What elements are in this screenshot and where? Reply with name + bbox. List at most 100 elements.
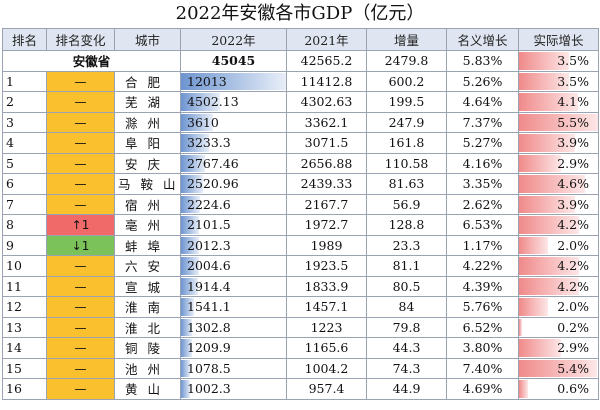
nominal-growth-cell: 4.69% [446, 378, 519, 400]
increase-cell: 128.8 [366, 214, 447, 236]
nominal-growth-cell: 7.37% [446, 111, 519, 133]
gdp-2022-value: 1541.1 [187, 299, 231, 315]
city-cell: 芜湖 [114, 91, 181, 113]
real-growth-cell: 2.0% [518, 234, 599, 256]
rank-change-value: — [74, 279, 87, 294]
gdp-2022-bar [181, 359, 191, 377]
real-growth-value: 4.2% [557, 258, 589, 274]
rank-change-value: — [74, 95, 87, 110]
header-rank: 排名 [2, 28, 47, 51]
real-growth-value: 4.1% [557, 94, 589, 110]
gdp-2022-value: 1914.4 [187, 278, 231, 294]
real-growth-bar [519, 113, 598, 131]
table-row: 4 — 阜阳 3233.3 3071.5 161.8 5.27% 3.9% [2, 132, 599, 154]
city-cell: 宿州 [114, 193, 181, 215]
rank-change-cell: — [46, 378, 115, 400]
table-row: 3 — 滁州 3610 3362.1 247.9 7.37% 5.5% [2, 111, 599, 133]
table-row: 11 — 宣城 1914.4 1833.9 80.5 4.39% 4.2% [2, 275, 599, 297]
increase-cell: 81.1 [366, 255, 447, 277]
gdp-2022-value: 1302.8 [187, 319, 231, 335]
gdp-2022-bar [181, 134, 210, 152]
gdp-2022-bar [181, 236, 199, 254]
real-growth-cell: 3.5% [518, 70, 599, 92]
real-growth-cell: 3.9% [518, 193, 599, 215]
real-growth-bar [519, 93, 578, 111]
header-real-growth: 实际增长 [518, 28, 599, 51]
real-growth-bar [519, 257, 580, 275]
rank-cell: 11 [2, 275, 47, 297]
gdp-2022-cell: 2224.6 [180, 193, 287, 215]
real-growth-value: 3.9% [557, 135, 589, 151]
gdp-2021-cell: 1165.6 [286, 337, 367, 359]
header-rank-change: 排名变化 [46, 28, 115, 51]
real-growth-value: 0.6% [557, 381, 589, 397]
nominal-growth-cell: 6.53% [446, 214, 519, 236]
real-growth-value: 5.4% [557, 360, 589, 376]
table-row: 1 — 合肥 12013 11412.8 600.2 5.26% 3.5% [2, 70, 599, 92]
province-name: 安徽省 [2, 50, 181, 72]
gdp-2022-value: 2767.46 [187, 155, 239, 171]
rank-change-value: — [74, 361, 87, 376]
rank-change-value: — [74, 136, 87, 151]
rank-change-cell: ↑1 [46, 214, 115, 236]
gdp-2022-bar [181, 318, 193, 336]
nominal-growth-cell: 2.62% [446, 193, 519, 215]
rank-cell: 16 [2, 378, 47, 400]
rank-cell: 5 [2, 152, 47, 174]
gdp-2022-value: 1078.5 [187, 360, 231, 376]
rank-change-cell: — [46, 316, 115, 338]
increase-cell: 44.9 [366, 378, 447, 400]
nominal-growth-cell: 5.26% [446, 70, 519, 92]
gdp-2022-value: 12013 [187, 73, 227, 89]
gdp-2021-cell: 3071.5 [286, 132, 367, 154]
rank-change-cell: — [46, 91, 115, 113]
real-growth-bar [519, 154, 561, 172]
gdp-2021-cell: 1223 [286, 316, 367, 338]
city-cell: 合肥 [114, 70, 181, 92]
gdp-2022-value: 1002.3 [187, 381, 231, 397]
increase-cell: 44.3 [366, 337, 447, 359]
gdp-2021-cell: 957.4 [286, 378, 367, 400]
rank-change-cell: — [46, 70, 115, 92]
province-increase: 2479.8 [366, 50, 447, 72]
province-real-bar [519, 52, 570, 70]
real-growth-cell: 2.0% [518, 296, 599, 318]
rank-change-value: ↑1 [71, 218, 90, 233]
rank-cell: 15 [2, 357, 47, 379]
gdp-2022-cell: 1078.5 [180, 357, 287, 379]
rank-change-cell: — [46, 275, 115, 297]
gdp-2022-bar [181, 298, 195, 316]
gdp-2022-cell: 4502.13 [180, 91, 287, 113]
real-growth-cell: 0.6% [518, 378, 599, 400]
gdp-2022-cell: 2767.46 [180, 152, 287, 174]
rank-change-value: — [74, 300, 87, 315]
city-cell: 蚌埠 [114, 234, 181, 256]
province-gdp-2021: 42565.2 [286, 50, 367, 72]
gdp-2022-cell: 1002.3 [180, 378, 287, 400]
real-growth-cell: 4.1% [518, 91, 599, 113]
city-cell: 铜陵 [114, 337, 181, 359]
gdp-2021-cell: 1457.1 [286, 296, 367, 318]
gdp-2022-bar [181, 339, 192, 357]
increase-cell: 23.3 [366, 234, 447, 256]
gdp-2022-bar [181, 175, 204, 193]
real-growth-bar [519, 175, 586, 193]
table-row: 10 — 六安 2004.6 1923.5 81.1 4.22% 4.2% [2, 255, 599, 277]
real-growth-cell: 2.9% [518, 337, 599, 359]
table-row: 16 — 黄山 1002.3 957.4 44.9 4.69% 0.6% [2, 378, 599, 400]
gdp-2021-cell: 2656.88 [286, 152, 367, 174]
city-cell: 阜阳 [114, 132, 181, 154]
table-title: 2022年安徽各市GDP（亿元） [175, 3, 425, 24]
gdp-table: 排名 排名变化 城市 2022年 2021年 增量 名义增长 实际增长 安徽省 … [2, 28, 599, 400]
gdp-2022-cell: 12013 [180, 70, 287, 92]
header-gdp-2021: 2021年 [286, 28, 367, 51]
real-growth-value: 5.5% [557, 114, 589, 130]
gdp-2022-value: 2004.6 [187, 258, 231, 274]
table-row: 15 — 池州 1078.5 1004.2 74.3 7.40% 5.4% [2, 357, 599, 379]
rank-change-cell: — [46, 173, 115, 195]
gdp-2022-value: 2101.5 [187, 217, 231, 233]
nominal-growth-cell: 5.27% [446, 132, 519, 154]
rank-change-value: — [74, 177, 87, 192]
nominal-growth-cell: 4.22% [446, 255, 519, 277]
real-growth-bar [519, 72, 570, 90]
